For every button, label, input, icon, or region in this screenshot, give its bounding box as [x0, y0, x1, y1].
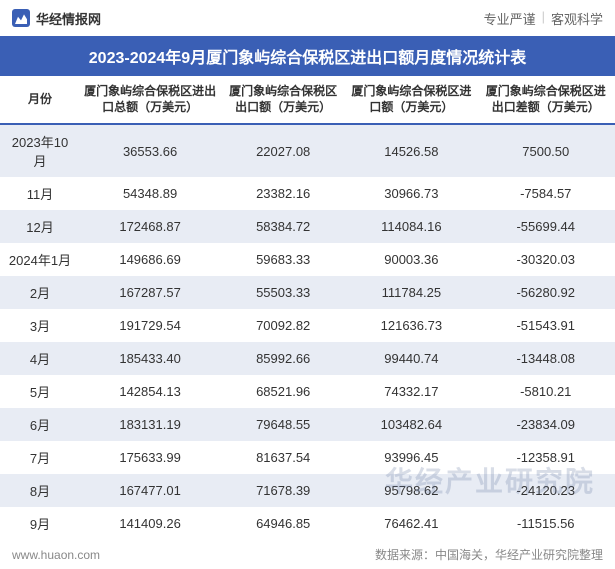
cell-diff: 7500.50	[477, 124, 615, 177]
cell-import: 90003.36	[346, 243, 476, 276]
cell-diff: -56280.92	[477, 276, 615, 309]
table-row: 2月167287.5755503.33111784.25-56280.92	[0, 276, 615, 309]
cell-export: 85992.66	[220, 342, 346, 375]
cell-month: 7月	[0, 441, 80, 474]
cell-month: 6月	[0, 408, 80, 441]
cell-export: 59683.33	[220, 243, 346, 276]
cell-total: 185433.40	[80, 342, 220, 375]
cell-import: 30966.73	[346, 177, 476, 210]
stats-table: 月份 厦门象屿综合保税区进出口总额（万美元） 厦门象屿综合保税区出口额（万美元）…	[0, 76, 615, 540]
cell-import: 14526.58	[346, 124, 476, 177]
cell-export: 23382.16	[220, 177, 346, 210]
cell-import: 74332.17	[346, 375, 476, 408]
cell-import: 103482.64	[346, 408, 476, 441]
cell-diff: -24120.23	[477, 474, 615, 507]
cell-diff: -7584.57	[477, 177, 615, 210]
cell-total: 141409.26	[80, 507, 220, 540]
cell-export: 79648.55	[220, 408, 346, 441]
cell-month: 2024年1月	[0, 243, 80, 276]
cell-import: 114084.16	[346, 210, 476, 243]
cell-month: 2月	[0, 276, 80, 309]
cell-total: 36553.66	[80, 124, 220, 177]
cell-month: 11月	[0, 177, 80, 210]
cell-diff: -30320.03	[477, 243, 615, 276]
cell-month: 3月	[0, 309, 80, 342]
table-row: 5月142854.1368521.9674332.17-5810.21	[0, 375, 615, 408]
table-row: 6月183131.1979648.55103482.64-23834.09	[0, 408, 615, 441]
footer-source: 数据来源：中国海关，华经产业研究院整理	[375, 546, 603, 563]
col-diff: 厦门象屿综合保税区进出口差额（万美元）	[477, 76, 615, 124]
cell-export: 71678.39	[220, 474, 346, 507]
footer-bar: www.huaon.com 数据来源：中国海关，华经产业研究院整理	[0, 540, 615, 569]
col-month: 月份	[0, 76, 80, 124]
header-tagline: 专业严谨 | 客观科学	[484, 9, 603, 28]
cell-total: 149686.69	[80, 243, 220, 276]
cell-month: 9月	[0, 507, 80, 540]
cell-month: 5月	[0, 375, 80, 408]
cell-export: 68521.96	[220, 375, 346, 408]
cell-import: 111784.25	[346, 276, 476, 309]
cell-import: 93996.45	[346, 441, 476, 474]
cell-month: 4月	[0, 342, 80, 375]
col-import: 厦门象屿综合保税区进口额（万美元）	[346, 76, 476, 124]
cell-diff: -55699.44	[477, 210, 615, 243]
cell-month: 2023年10月	[0, 124, 80, 177]
header-bar: 华经情报网 专业严谨 | 客观科学	[0, 0, 615, 36]
table-header: 月份 厦门象屿综合保税区进出口总额（万美元） 厦门象屿综合保税区出口额（万美元）…	[0, 76, 615, 124]
cell-export: 64946.85	[220, 507, 346, 540]
table-row: 11月54348.8923382.1630966.73-7584.57	[0, 177, 615, 210]
cell-export: 58384.72	[220, 210, 346, 243]
cell-export: 22027.08	[220, 124, 346, 177]
tagline-divider: |	[542, 9, 545, 28]
table-row: 7月175633.9981637.5493996.45-12358.91	[0, 441, 615, 474]
cell-month: 8月	[0, 474, 80, 507]
cell-export: 70092.82	[220, 309, 346, 342]
cell-total: 175633.99	[80, 441, 220, 474]
cell-month: 12月	[0, 210, 80, 243]
col-total: 厦门象屿综合保税区进出口总额（万美元）	[80, 76, 220, 124]
cell-export: 55503.33	[220, 276, 346, 309]
cell-total: 172468.87	[80, 210, 220, 243]
table-row: 9月141409.2664946.8576462.41-11515.56	[0, 507, 615, 540]
cell-total: 191729.54	[80, 309, 220, 342]
brand-name: 华经情报网	[36, 9, 101, 28]
cell-diff: -12358.91	[477, 441, 615, 474]
table-row: 3月191729.5470092.82121636.73-51543.91	[0, 309, 615, 342]
cell-diff: -5810.21	[477, 375, 615, 408]
table-row: 2023年10月36553.6622027.0814526.587500.50	[0, 124, 615, 177]
table-body: 2023年10月36553.6622027.0814526.587500.501…	[0, 124, 615, 540]
cell-total: 183131.19	[80, 408, 220, 441]
cell-diff: -13448.08	[477, 342, 615, 375]
cell-diff: -11515.56	[477, 507, 615, 540]
cell-total: 167477.01	[80, 474, 220, 507]
cell-import: 95798.62	[346, 474, 476, 507]
cell-import: 99440.74	[346, 342, 476, 375]
cell-total: 54348.89	[80, 177, 220, 210]
cell-diff: -23834.09	[477, 408, 615, 441]
footer-site: www.huaon.com	[12, 548, 100, 562]
cell-export: 81637.54	[220, 441, 346, 474]
cell-diff: -51543.91	[477, 309, 615, 342]
tagline-left: 专业严谨	[484, 9, 536, 28]
tagline-right: 客观科学	[551, 9, 603, 28]
brand: 华经情报网	[12, 9, 101, 28]
cell-import: 76462.41	[346, 507, 476, 540]
col-export: 厦门象屿综合保税区出口额（万美元）	[220, 76, 346, 124]
cell-total: 167287.57	[80, 276, 220, 309]
table-title: 2023-2024年9月厦门象屿综合保税区进出口额月度情况统计表	[0, 36, 615, 76]
cell-total: 142854.13	[80, 375, 220, 408]
table-row: 2024年1月149686.6959683.3390003.36-30320.0…	[0, 243, 615, 276]
table-row: 4月185433.4085992.6699440.74-13448.08	[0, 342, 615, 375]
table-row: 12月172468.8758384.72114084.16-55699.44	[0, 210, 615, 243]
cell-import: 121636.73	[346, 309, 476, 342]
brand-logo-icon	[12, 9, 30, 27]
table-row: 8月167477.0171678.3995798.62-24120.23	[0, 474, 615, 507]
